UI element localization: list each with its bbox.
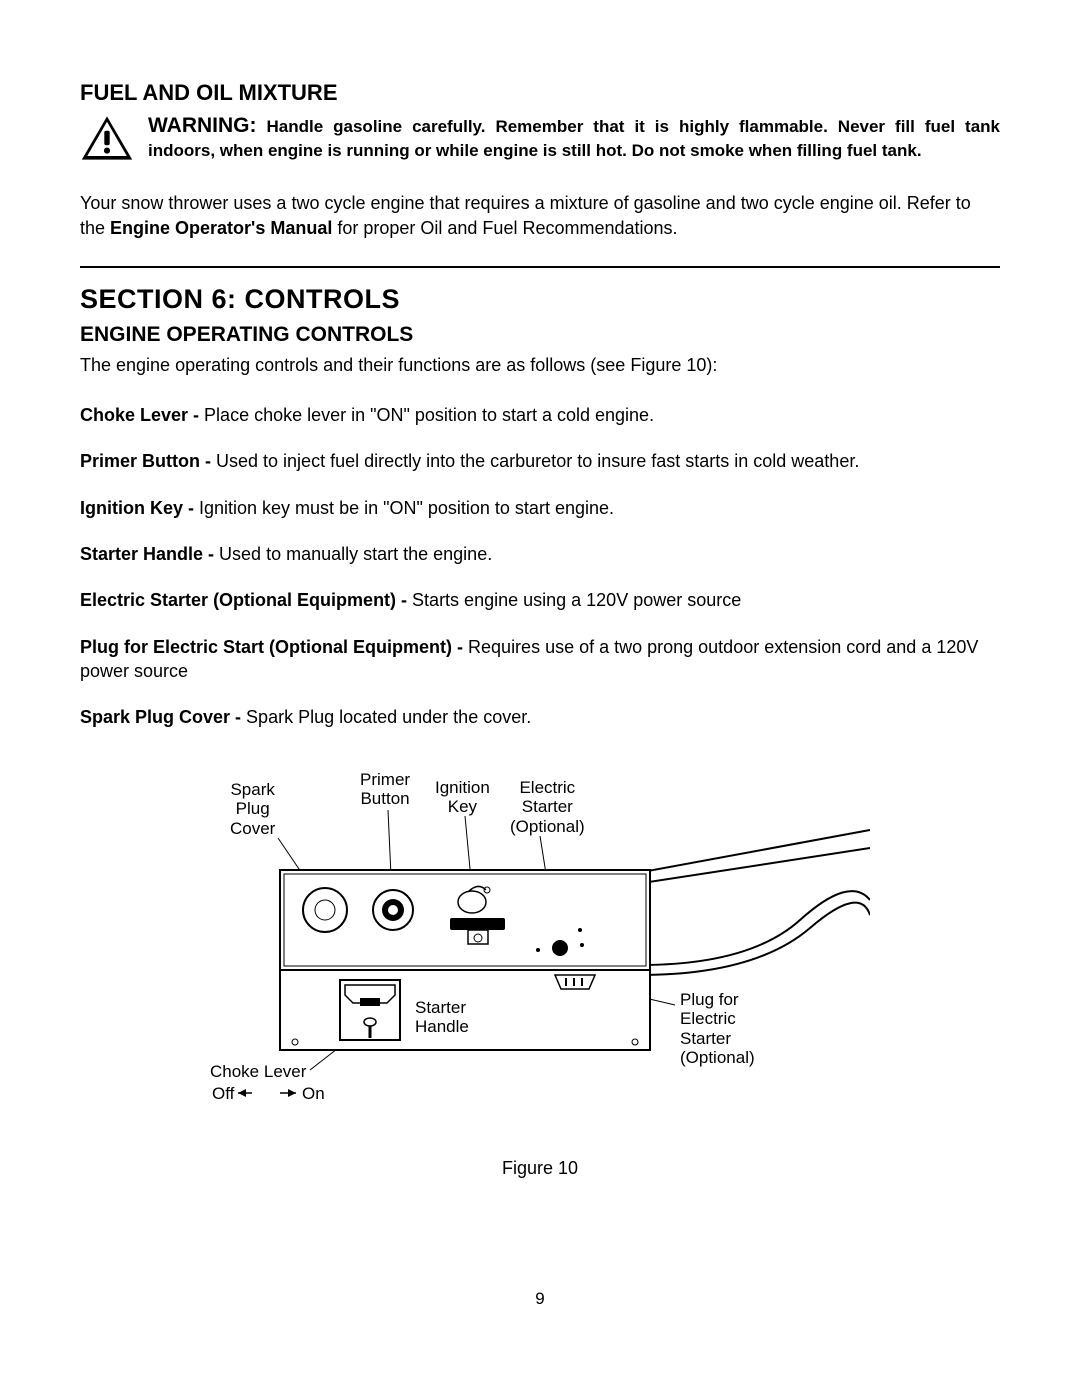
label-choke-lever: Choke Lever [210,1062,306,1082]
control-item: Choke Lever - Place choke lever in "ON" … [80,403,1000,427]
label-plug-electric: Plug forElectricStarter(Optional) [680,990,755,1068]
controls-intro: The engine operating controls and their … [80,353,1000,377]
warning-body: Handle gasoline carefully. Remember that… [148,117,1000,160]
control-item-label: Ignition Key - [80,498,199,518]
control-item-label: Primer Button - [80,451,216,471]
control-item-label: Electric Starter (Optional Equipment) - [80,590,412,610]
label-starter-handle: StarterHandle [415,998,469,1037]
controls-heading: SECTION 6: CONTROLS [80,284,1000,315]
label-electric-starter: ElectricStarter(Optional) [510,778,585,837]
section-divider [80,266,1000,268]
figure-diagram: SparkPlugCover PrimerButton IgnitionKey … [210,770,870,1140]
fuel-paragraph: Your snow thrower uses a two cycle engin… [80,191,1000,240]
control-item: Spark Plug Cover - Spark Plug located un… [80,705,1000,729]
label-ignition-key: IgnitionKey [435,778,490,817]
label-on: On [302,1084,325,1104]
control-item: Starter Handle - Used to manually start … [80,542,1000,566]
label-primer-button: PrimerButton [360,770,410,809]
control-item-text: Spark Plug located under the cover. [246,707,531,727]
page-number: 9 [80,1289,1000,1309]
control-item-label: Starter Handle - [80,544,219,564]
control-item-text: Place choke lever in "ON" position to st… [204,405,654,425]
control-item-text: Used to inject fuel directly into the ca… [216,451,859,471]
figure-caption: Figure 10 [502,1158,578,1179]
control-item: Primer Button - Used to inject fuel dire… [80,449,1000,473]
control-item-label: Plug for Electric Start (Optional Equipm… [80,637,468,657]
control-item-label: Spark Plug Cover - [80,707,246,727]
control-item-label: Choke Lever - [80,405,204,425]
control-item-text: Starts engine using a 120V power source [412,590,741,610]
control-item-text: Ignition key must be in "ON" position to… [199,498,614,518]
control-item: Electric Starter (Optional Equipment) - … [80,588,1000,612]
label-off: Off [212,1084,234,1104]
figure-10: SparkPlugCover PrimerButton IgnitionKey … [80,770,1000,1179]
control-item: Ignition Key - Ignition key must be in "… [80,496,1000,520]
control-item-text: Used to manually start the engine. [219,544,492,564]
control-item: Plug for Electric Start (Optional Equipm… [80,635,1000,684]
warning-lead: WARNING: [148,114,257,137]
fuel-heading: FUEL AND OIL MIXTURE [80,80,1000,106]
fuel-para-bold: Engine Operator's Manual [110,218,332,238]
label-spark-plug-cover: SparkPlugCover [230,780,275,839]
warning-text: WARNING: Handle gasoline carefully. Reme… [148,112,1000,163]
warning-icon [80,114,134,162]
fuel-para-post: for proper Oil and Fuel Recommendations. [332,218,677,238]
warning-block: WARNING: Handle gasoline carefully. Reme… [80,112,1000,163]
controls-subheading: ENGINE OPERATING CONTROLS [80,323,1000,347]
